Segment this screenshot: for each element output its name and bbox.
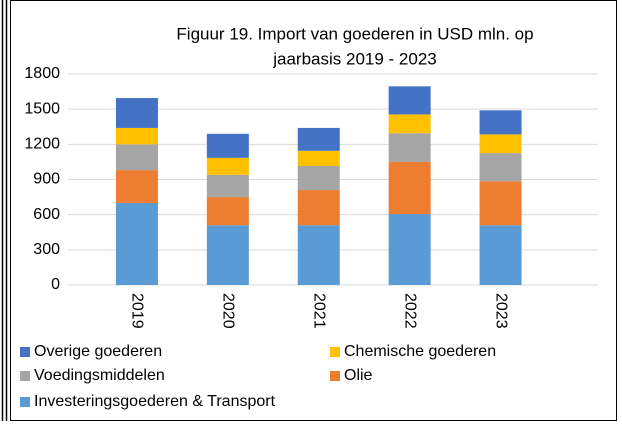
- chart-title: Figuur 19. Import van goederen in USD ml…: [176, 24, 533, 43]
- bar-segment: [206, 174, 249, 198]
- bar-segment: [115, 144, 158, 171]
- y-tick-label: 300: [33, 241, 60, 258]
- legend-swatch: [20, 371, 30, 381]
- bar-segment: [388, 114, 431, 134]
- bar-segment: [388, 86, 431, 115]
- legend-label: Voedingsmiddelen: [34, 367, 165, 384]
- legend-label: Overige goederen: [34, 343, 162, 360]
- y-tick-label: 1500: [24, 100, 60, 117]
- x-tick-label: 2020: [220, 293, 237, 329]
- legend-swatch: [20, 347, 30, 357]
- bar-segment: [115, 98, 158, 128]
- y-tick-label: 1200: [24, 136, 60, 153]
- y-tick-label: 1800: [24, 65, 60, 82]
- chart-title: jaarbasis 2019 - 2023: [272, 49, 437, 68]
- legend-swatch: [330, 347, 340, 357]
- bar-segment: [297, 166, 340, 191]
- legend-label: Chemische goederen: [344, 343, 496, 360]
- legend-label: Investeringsgoederen & Transport: [34, 393, 276, 410]
- x-tick-label: 2019: [129, 293, 146, 329]
- legend-label: Olie: [344, 367, 373, 384]
- bar-segment: [479, 110, 522, 135]
- bar-segment: [115, 202, 158, 285]
- bar-segment: [388, 133, 431, 162]
- bar-segment: [115, 170, 158, 203]
- bar-segment: [479, 134, 522, 154]
- x-tick-label: 2021: [311, 293, 328, 329]
- bar-segment: [115, 127, 158, 145]
- bar-segment: [297, 127, 340, 151]
- bar-segment: [206, 133, 249, 158]
- x-tick-label: 2022: [401, 293, 418, 329]
- y-tick-label: 0: [51, 276, 60, 293]
- y-tick-label: 600: [33, 206, 60, 223]
- bar-segment: [388, 161, 431, 215]
- bar-segment: [206, 197, 249, 226]
- bar-segment: [479, 153, 522, 182]
- bar-segment: [206, 157, 249, 175]
- bar-segment: [479, 225, 522, 285]
- bar-segment: [479, 181, 522, 226]
- bar-segment: [297, 225, 340, 285]
- bar-segment: [388, 214, 431, 285]
- y-tick-label: 900: [33, 171, 60, 188]
- bar-segment: [206, 225, 249, 285]
- legend-swatch: [20, 397, 30, 407]
- bar-segment: [297, 150, 340, 167]
- legend-swatch: [330, 371, 340, 381]
- x-tick-label: 2023: [492, 293, 509, 329]
- bar-segment: [297, 190, 340, 226]
